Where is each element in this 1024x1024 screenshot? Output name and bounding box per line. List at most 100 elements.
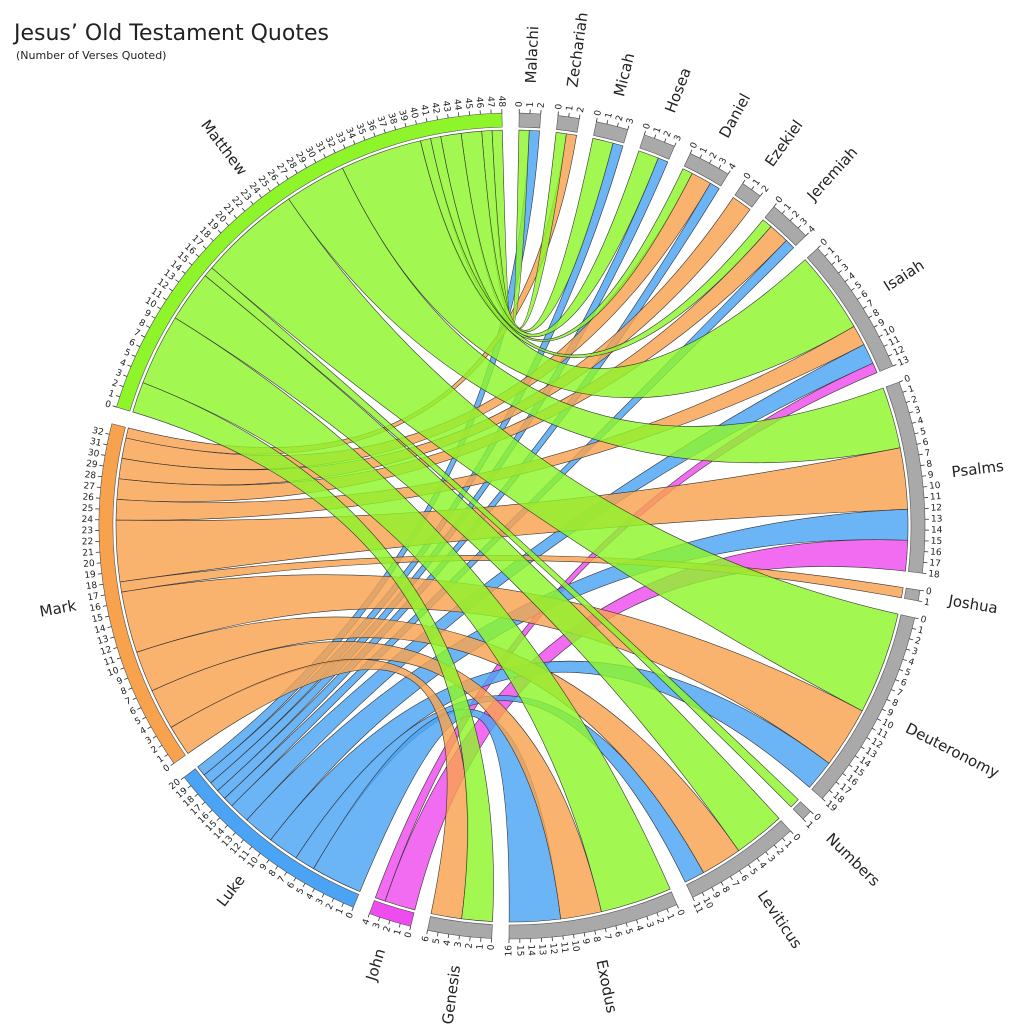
tick-mark [902,658,907,662]
tick-mark [388,920,391,925]
tick-label: 19 [84,570,97,581]
tick-mark [294,169,298,174]
tick-mark [458,935,460,940]
tick-label: 4 [118,358,127,370]
tick-mark [119,384,124,387]
tick-mark [860,746,865,750]
tick-label: 8 [872,308,882,320]
tick-label: 9 [142,308,152,320]
tick-mark [817,245,821,249]
group-label: Micah [610,51,638,98]
tick-label: 3 [910,647,918,658]
tick-label: 3 [144,735,154,747]
ribbon [174,275,780,852]
tick-mark [911,421,916,424]
tick-mark [201,801,206,806]
tick-label: 3 [315,897,327,907]
tick-mark [170,762,175,766]
tick-label: 45 [462,97,473,109]
tick-mark [232,832,236,836]
group-arc [556,115,580,133]
tick-mark [848,764,853,768]
group-arc [764,206,807,246]
tick-label: 30 [303,145,317,160]
tick-mark [905,400,911,403]
tick-label: 6 [421,935,432,943]
tick-label: 4 [847,271,858,283]
tick-label: 5 [747,867,758,877]
group-arc [427,916,493,939]
tick-mark [276,181,280,186]
tick-mark [250,200,254,205]
tick-label: 17 [87,592,100,604]
tick-mark [275,865,279,870]
tick-mark [844,278,849,283]
group-arc [792,801,812,820]
tick-mark [899,669,904,672]
tick-label: 28 [84,470,97,481]
tick-label: 34 [343,126,357,141]
tick-mark [765,851,769,856]
tick-label: 42 [429,102,441,115]
tick-mark [217,229,222,234]
tick-label: 5 [295,886,307,896]
group-label: Daniel [715,90,754,141]
tick-mark [810,811,814,815]
tick-label: 6 [127,338,137,350]
tick-label: 3 [644,921,655,930]
tick-mark [120,667,125,670]
tick-label: 18 [85,581,98,593]
tick-mark [152,735,157,739]
tick-mark [142,716,147,720]
tick-mark [241,207,246,212]
tick-label: 5 [854,280,864,291]
tick-mark [132,697,137,700]
tick-label: 0 [819,237,830,248]
tick-label: 1 [803,820,814,831]
tick-mark [146,325,150,328]
tick-mark [181,270,186,274]
tick-mark [209,809,213,814]
tick-mark [773,844,778,849]
group-label: Hosea [661,65,694,115]
tick-mark [790,830,794,835]
ribbon [420,138,772,358]
tick-label: 0 [925,587,932,598]
group-label: Malachi [522,26,542,84]
tick-mark [233,214,237,219]
tick-mark [829,790,833,794]
tick-label: 7 [729,879,741,889]
tick-mark [666,908,669,913]
tick-label: 4 [139,726,149,738]
tick-mark [909,411,914,414]
tick-label: 1 [565,105,576,112]
tick-label: 2 [663,130,674,139]
tick-label: 9 [927,470,934,481]
tick-label: 27 [83,481,95,492]
tick-mark [594,930,596,935]
tick-mark [912,627,917,630]
tick-label: 10 [569,940,581,953]
tick-mark [304,164,307,168]
tick-label: 16 [930,548,942,559]
tick-label: 6 [738,873,750,884]
tick-label: 0 [515,101,525,107]
tick-label: 11 [558,941,569,954]
tick-label: 7 [132,328,142,340]
tick-label: 2 [615,114,626,122]
tick-mark [822,798,826,802]
tick-label: 12 [930,503,942,513]
tick-mark [124,677,129,680]
tick-label: 8 [591,936,602,944]
tick-label: 7 [601,933,612,941]
tick-mark [257,853,261,857]
group-label: Numbers [822,829,883,890]
tick-label: 1 [476,943,486,949]
tick-label: 2 [774,847,785,858]
tick-mark [100,594,105,597]
tick-label: 0 [903,374,912,385]
tick-mark [615,925,618,930]
tick-mark [606,120,609,125]
tick-mark [147,726,152,730]
